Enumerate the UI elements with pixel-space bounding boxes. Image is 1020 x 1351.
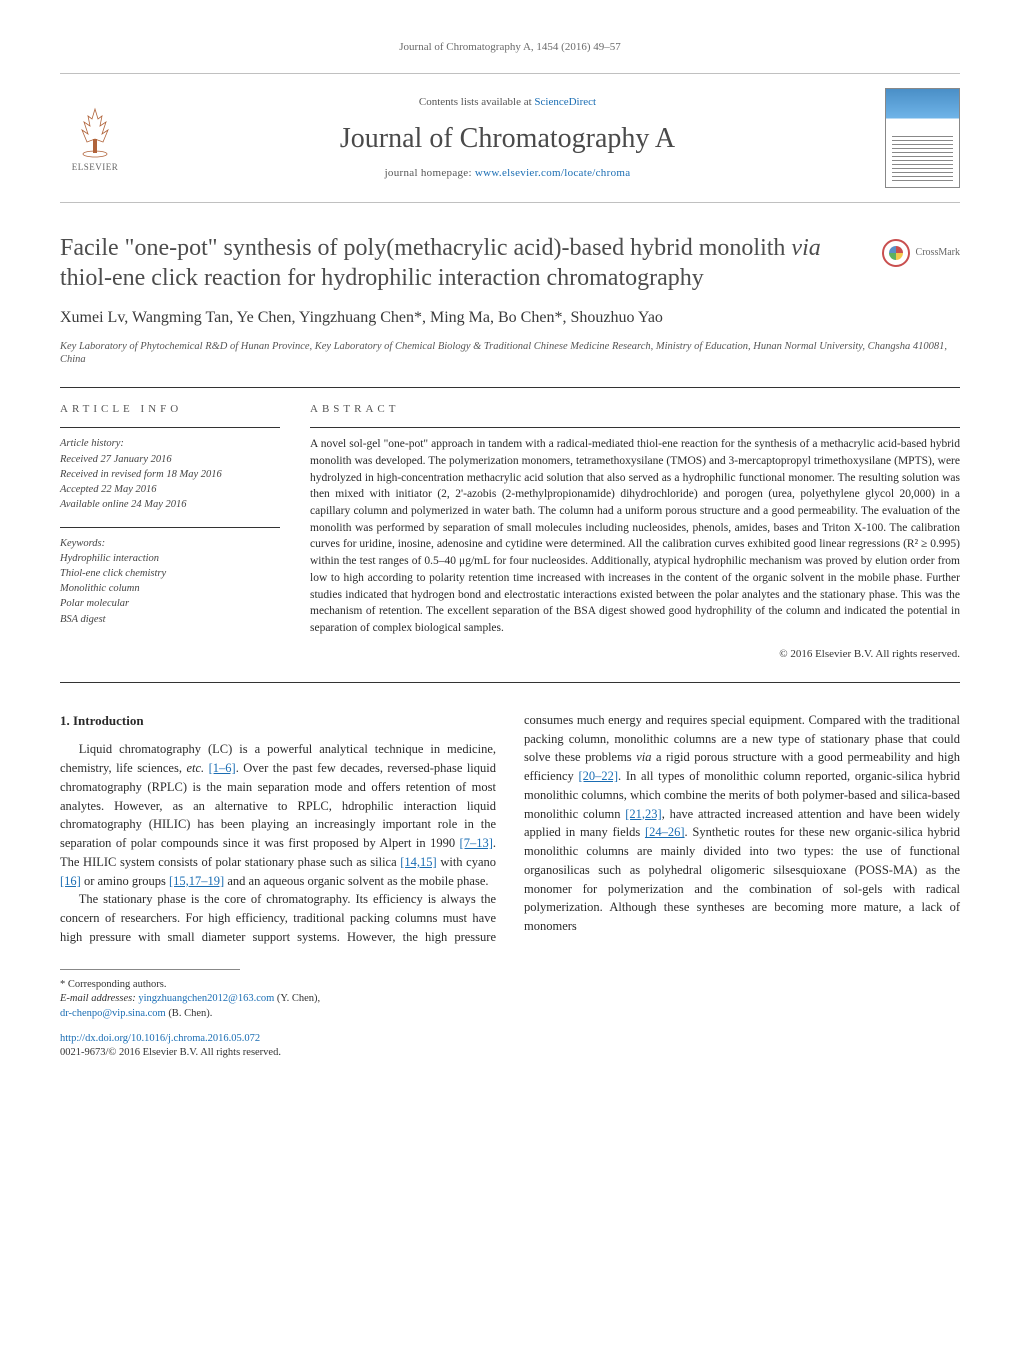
online-date: Available online 24 May 2016 <box>60 497 280 512</box>
masthead-left: ELSEVIER <box>60 98 130 178</box>
title-pre: Facile "one-pot" synthesis of poly(metha… <box>60 235 791 261</box>
email-link[interactable]: dr-chenpo@vip.sina.com <box>60 1008 166 1019</box>
citation-link[interactable]: [7–13] <box>460 836 493 850</box>
article-info-column: ARTICLE INFO Article history: Received 2… <box>60 402 280 662</box>
email-line: E-mail addresses: yingzhuangchen2012@163… <box>60 992 960 1021</box>
masthead: ELSEVIER Contents lists available at Sci… <box>60 73 960 203</box>
divider <box>60 527 280 528</box>
page-root: Journal of Chromatography A, 1454 (2016)… <box>0 0 1020 1091</box>
contents-prefix: Contents lists available at <box>419 96 534 108</box>
article-history: Article history: Received 27 January 201… <box>60 436 280 512</box>
revised-date: Received in revised form 18 May 2016 <box>60 467 280 482</box>
citation-link[interactable]: [20–22] <box>578 769 618 783</box>
section-heading: 1. Introduction <box>60 711 496 731</box>
divider <box>60 427 280 428</box>
footnotes: * Corresponding authors. E-mail addresse… <box>60 978 960 1022</box>
homepage-line: journal homepage: www.elsevier.com/locat… <box>130 166 885 181</box>
title-post: thiol-ene click reaction for hydrophilic… <box>60 265 704 291</box>
authors: Xumei Lv, Wangming Tan, Ye Chen, Yingzhu… <box>60 307 960 329</box>
doi-link[interactable]: http://dx.doi.org/10.1016/j.chroma.2016.… <box>60 1033 260 1044</box>
keyword: BSA digest <box>60 612 280 627</box>
publisher-name: ELSEVIER <box>72 161 119 174</box>
keyword: Hydrophilic interaction <box>60 551 280 566</box>
citation-link[interactable]: [15,17–19] <box>169 874 224 888</box>
article-header: CrossMark Facile "one-pot" synthesis of … <box>60 233 960 367</box>
crossmark-label: CrossMark <box>916 246 960 260</box>
doi-line: http://dx.doi.org/10.1016/j.chroma.2016.… <box>60 1032 960 1047</box>
info-abstract-row: ARTICLE INFO Article history: Received 2… <box>60 402 960 662</box>
corresponding-authors: * Corresponding authors. <box>60 978 960 993</box>
divider <box>60 387 960 388</box>
received-date: Received 27 January 2016 <box>60 452 280 467</box>
keywords-header: Keywords: <box>60 536 280 551</box>
citation-link[interactable]: [1–6] <box>209 761 236 775</box>
title-via: via <box>791 235 820 261</box>
keyword: Polar molecular <box>60 596 280 611</box>
journal-cover-thumbnail <box>885 88 960 188</box>
article-info-label: ARTICLE INFO <box>60 402 280 417</box>
email-link[interactable]: yingzhuangchen2012@163.com <box>138 993 274 1004</box>
affiliation: Key Laboratory of Phytochemical R&D of H… <box>60 340 960 367</box>
masthead-center: Contents lists available at ScienceDirec… <box>130 95 885 181</box>
abstract-column: ABSTRACT A novel sol-gel "one-pot" appro… <box>310 402 960 662</box>
email-label: E-mail addresses: <box>60 993 138 1004</box>
footnote-separator <box>60 969 240 970</box>
keywords-block: Keywords: Hydrophilic interaction Thiol-… <box>60 536 280 627</box>
homepage-link[interactable]: www.elsevier.com/locate/chroma <box>475 167 631 179</box>
citation-link[interactable]: [21,23] <box>625 807 661 821</box>
sciencedirect-link[interactable]: ScienceDirect <box>534 96 596 108</box>
journal-title: Journal of Chromatography A <box>130 119 885 158</box>
citation-link[interactable]: [14,15] <box>400 855 436 869</box>
body-columns: 1. Introduction Liquid chromatography (L… <box>60 711 960 947</box>
accepted-date: Accepted 22 May 2016 <box>60 482 280 497</box>
crossmark-icon <box>882 239 910 267</box>
journal-reference: Journal of Chromatography A, 1454 (2016)… <box>60 40 960 55</box>
contents-line: Contents lists available at ScienceDirec… <box>130 95 885 110</box>
elsevier-logo: ELSEVIER <box>60 98 130 178</box>
citation-link[interactable]: [24–26] <box>645 825 685 839</box>
abstract-label: ABSTRACT <box>310 402 960 417</box>
body-paragraph: Liquid chromatography (LC) is a powerful… <box>60 740 496 890</box>
keyword: Monolithic column <box>60 581 280 596</box>
abstract-copyright: © 2016 Elsevier B.V. All rights reserved… <box>310 647 960 662</box>
crossmark-badge[interactable]: CrossMark <box>882 239 960 267</box>
history-header: Article history: <box>60 436 280 451</box>
abstract-text: A novel sol-gel "one-pot" approach in ta… <box>310 436 960 636</box>
keyword: Thiol-ene click chemistry <box>60 566 280 581</box>
article-title: Facile "one-pot" synthesis of poly(metha… <box>60 233 850 293</box>
homepage-prefix: journal homepage: <box>385 167 475 179</box>
divider <box>60 682 960 683</box>
elsevier-tree-icon <box>70 104 120 159</box>
divider <box>310 427 960 428</box>
citation-link[interactable]: [16] <box>60 874 81 888</box>
issn-copyright: 0021-9673/© 2016 Elsevier B.V. All right… <box>60 1046 960 1061</box>
